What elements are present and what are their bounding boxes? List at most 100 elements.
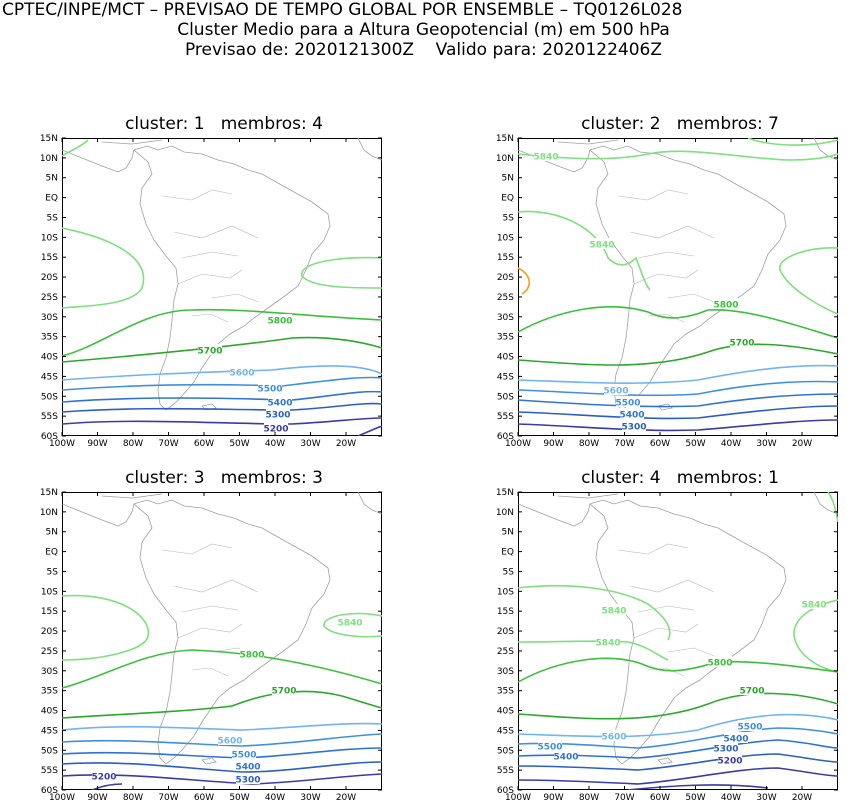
contour-label-bg xyxy=(596,636,620,647)
contour-label: 5300 xyxy=(265,411,290,421)
lon-tick-label: 100W xyxy=(505,439,531,449)
contour-line xyxy=(518,364,838,384)
contour-label-bg xyxy=(198,344,222,355)
contour-label: 5840 xyxy=(337,619,362,629)
lat-tick-label: 20S xyxy=(41,627,58,637)
contour-label-bg xyxy=(230,366,254,377)
lon-tick-label: 90W xyxy=(543,793,563,803)
lon-tick-label: 80W xyxy=(579,793,599,803)
country-border xyxy=(173,225,259,239)
country-border xyxy=(181,605,239,613)
coastline xyxy=(589,499,787,765)
header-title-line-1: CPTEC/INPE/MCT – PREVISAO DE TEMPO GLOBA… xyxy=(2,0,683,20)
contour-label-bg xyxy=(268,396,292,407)
contour-label-bg xyxy=(236,760,260,771)
lat-tick-label: 20S xyxy=(497,627,514,637)
lat-tick-label: 5S xyxy=(47,567,59,577)
contour-label-bg xyxy=(718,754,742,765)
contour-label: 5200 xyxy=(91,773,116,783)
contour-line xyxy=(518,210,651,291)
lat-tick-label: EQ xyxy=(501,548,514,558)
country-border xyxy=(667,647,715,657)
contour-line xyxy=(357,425,382,436)
lat-tick-label: 35S xyxy=(41,333,58,343)
contour-line xyxy=(62,227,145,309)
lon-tick-label: 60W xyxy=(194,793,214,803)
panel-title-1: cluster: 1 membros: 4 xyxy=(125,114,323,134)
contour-label-bg xyxy=(714,298,738,309)
lon-tick-label: 20W xyxy=(336,439,356,449)
country-border xyxy=(637,251,695,259)
country-border xyxy=(667,293,715,303)
map-panel-3: 5840 5800 5700 5600 5500 5400 5300 5200 xyxy=(62,492,382,790)
coastline xyxy=(589,145,787,411)
contour-label: 5840 xyxy=(601,607,626,617)
contour-line xyxy=(62,733,382,747)
contour-label: 5600 xyxy=(601,733,626,743)
lat-tick-label: 60S xyxy=(41,786,58,796)
lon-tick-label: 100W xyxy=(49,439,75,449)
contour-line xyxy=(91,783,123,790)
lat-tick-label: 60S xyxy=(497,786,514,796)
contour-label-bg xyxy=(92,770,116,781)
contour-line xyxy=(518,343,838,366)
coastline xyxy=(62,503,135,527)
contour-label: 5840 xyxy=(801,601,826,611)
contour-label: 5400 xyxy=(553,753,578,763)
contour-label: 5840 xyxy=(589,241,614,251)
contour-label: 5500 xyxy=(615,399,640,409)
coastline xyxy=(518,503,591,527)
lat-tick-label: 25S xyxy=(497,293,514,303)
contour-label-bg xyxy=(338,616,362,627)
coastline xyxy=(101,139,163,145)
lon-tick-label: 80W xyxy=(123,793,143,803)
header-title-line-2: Cluster Medio para a Altura Geopotencial… xyxy=(177,20,670,40)
lat-tick-label: 35S xyxy=(497,333,514,343)
lat-tick-label: 40S xyxy=(41,353,58,363)
contour-line xyxy=(62,722,382,731)
coastline xyxy=(201,757,217,765)
country-border xyxy=(211,293,259,303)
lat-tick-label: 15N xyxy=(496,134,514,144)
lon-tick-label: 90W xyxy=(87,793,107,803)
country-border xyxy=(633,269,699,285)
contour-line xyxy=(518,584,671,641)
contour-line xyxy=(518,727,838,749)
contour-label-bg xyxy=(714,742,738,753)
lat-tick-label: 15N xyxy=(40,488,58,498)
country-border xyxy=(629,579,715,593)
panel-title-2: cluster: 2 membros: 7 xyxy=(581,114,779,134)
coastline xyxy=(557,493,619,499)
lat-tick-label: 45S xyxy=(41,372,58,382)
lat-tick-label: 30S xyxy=(41,313,58,323)
map-panel-2: 5840 5840 5800 5700 5600 5500 5400 5300 xyxy=(518,138,838,436)
contour-label-bg xyxy=(258,382,282,393)
contour-line xyxy=(518,306,838,339)
lon-tick-label: 40W xyxy=(721,793,741,803)
contour-label: 5700 xyxy=(739,687,764,697)
lat-tick-label: 15N xyxy=(496,488,514,498)
contour-label: 5200 xyxy=(263,425,288,435)
lat-tick-label: 20S xyxy=(497,273,514,283)
contour-label-bg xyxy=(554,750,578,761)
contour-label: 5300 xyxy=(713,745,738,755)
lat-tick-label: 55S xyxy=(41,766,58,776)
lat-tick-label: 20S xyxy=(41,273,58,283)
contour-line xyxy=(62,402,382,413)
coastline xyxy=(357,492,382,515)
contour-label-bg xyxy=(232,748,256,759)
lon-tick-label: 60W xyxy=(650,793,670,803)
lat-tick-label: 5S xyxy=(503,567,515,577)
lat-tick-label: 5N xyxy=(502,174,514,184)
lat-tick-label: 35S xyxy=(497,687,514,697)
contour-line xyxy=(518,713,838,738)
country-border xyxy=(629,225,715,239)
contour-label: 5400 xyxy=(723,735,748,745)
lat-tick-label: 15S xyxy=(41,253,58,263)
contour-label: 5300 xyxy=(621,423,646,433)
lat-tick-label: 10N xyxy=(40,154,58,164)
contour-label: 5700 xyxy=(271,687,296,697)
coastline xyxy=(657,403,673,411)
country-border xyxy=(637,605,695,613)
contour-line xyxy=(62,594,150,661)
